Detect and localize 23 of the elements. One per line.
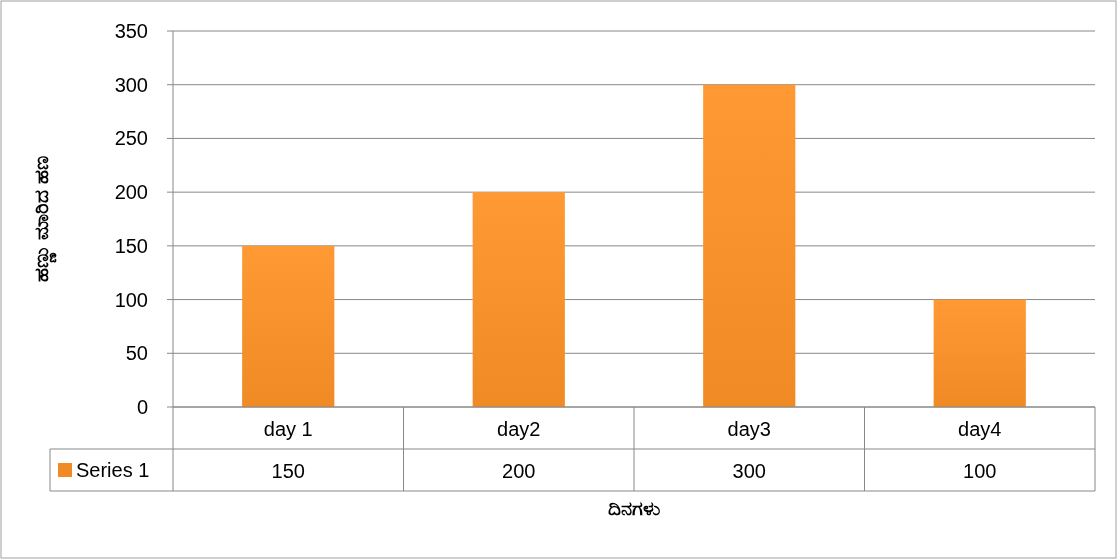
- bar: [703, 84, 796, 407]
- y-tick-label: 0: [136, 396, 148, 418]
- x-tick-label: day2: [497, 418, 541, 440]
- data-label: 200: [502, 460, 536, 482]
- bar: [472, 192, 565, 407]
- y-tick-label: 350: [114, 20, 148, 42]
- legend-label: Series 1: [76, 459, 150, 481]
- x-tick-label: day3: [727, 418, 771, 440]
- data-label: 150: [271, 460, 305, 482]
- y-tick-label: 250: [114, 127, 148, 150]
- data-label: 100: [963, 460, 997, 482]
- y-tick-label: 200: [114, 181, 148, 204]
- x-axis-title: ದಿನಗಳು: [608, 497, 660, 519]
- data-label: 300: [732, 460, 766, 482]
- x-tick-label: day4: [958, 418, 1002, 440]
- y-tick-label: 100: [114, 288, 148, 311]
- bar: [242, 245, 335, 407]
- x-tick-label: day 1: [263, 418, 313, 440]
- y-tick-label: 50: [125, 342, 148, 365]
- y-axis-title: ಹಣ್ಣು ಮಾರಿದ ಹಣ: [30, 155, 57, 283]
- y-tick-label: 300: [114, 73, 148, 96]
- bar: [933, 299, 1026, 407]
- y-tick-label: 150: [114, 234, 148, 257]
